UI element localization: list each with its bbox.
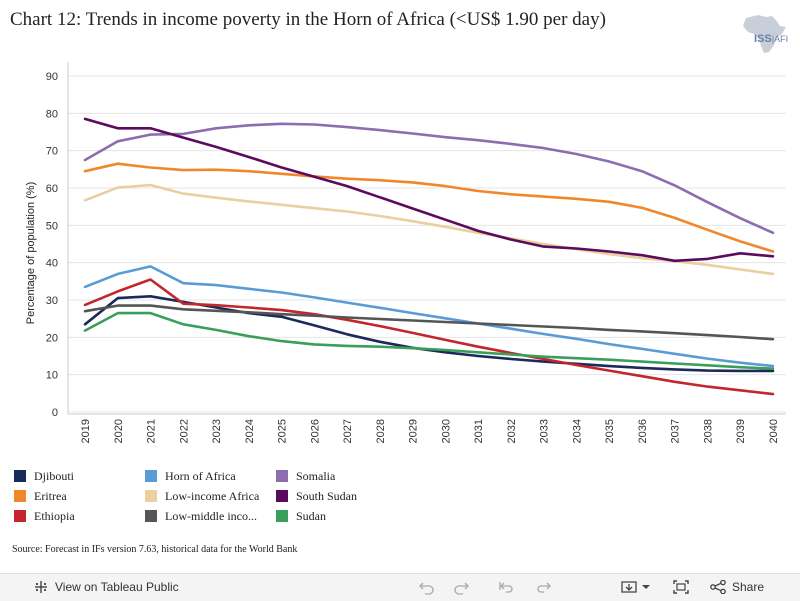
x-tick-label: 2033	[539, 419, 551, 443]
series-line-eritrea[interactable]	[83, 162, 775, 253]
series-line-low-middle-inco[interactable]	[83, 304, 775, 341]
series-line-sudan[interactable]	[83, 311, 775, 370]
x-tick-label: 2027	[342, 419, 354, 443]
x-tick-label: 2040	[768, 419, 780, 443]
y-tick-label: 50	[46, 220, 58, 232]
x-tick-label: 2029	[408, 419, 420, 443]
y-tick-label: 10	[46, 370, 58, 382]
download-icon[interactable]	[620, 579, 652, 595]
legend-label: Low-income Africa	[165, 489, 260, 503]
legend-swatch	[14, 470, 26, 482]
x-tick-label: 2021	[146, 419, 158, 443]
grid-layer	[68, 75, 786, 413]
x-tick-label: 2032	[506, 419, 518, 443]
revert-icon[interactable]	[497, 579, 515, 595]
legend-swatch	[276, 470, 288, 482]
y-tick-label: 70	[46, 146, 58, 158]
series-line-somalia[interactable]	[83, 122, 775, 235]
share-label: Share	[732, 580, 765, 594]
x-tick-label: 2037	[670, 419, 682, 443]
x-tick-label: 2038	[702, 419, 714, 443]
x-tick-label: 2030	[440, 419, 452, 443]
iss-africa-logo	[736, 12, 792, 54]
legend-swatch	[145, 490, 157, 502]
undo-icon[interactable]	[418, 579, 436, 595]
legend-label: Ethiopia	[34, 509, 75, 523]
y-tick-label: 90	[46, 71, 58, 83]
legend-swatch	[14, 510, 26, 522]
tableau-plus-icon	[35, 581, 47, 593]
x-tick-label: 2025	[277, 419, 289, 443]
line-chart: 0 10 20 30 40 50 60 70 80 90 2019 2020 2021 2022 2023 2…	[0, 62, 800, 452]
redo-icon[interactable]	[452, 579, 470, 595]
legend-swatch	[145, 470, 157, 482]
tableau-toolbar: View on Tableau Public Share	[0, 573, 800, 601]
forward-icon[interactable]	[535, 579, 553, 595]
y-tick-label: 40	[46, 258, 58, 270]
view-on-tableau-label: View on Tableau Public	[55, 580, 179, 594]
x-tick-label: 2036	[637, 419, 649, 443]
x-tick-label: 2019	[80, 419, 92, 443]
x-tick-label: 2034	[571, 419, 583, 443]
series-line-south-sudan[interactable]	[83, 117, 775, 263]
x-tick-label: 2039	[735, 419, 747, 443]
series-line-horn-of-africa[interactable]	[83, 265, 775, 368]
logo-text: ISS|AFI	[754, 33, 789, 45]
legend-swatch	[14, 490, 26, 502]
x-tick-label: 2026	[309, 419, 321, 443]
legend-label: Eritrea	[34, 489, 67, 503]
x-tick-label: 2020	[113, 419, 125, 443]
legend-label: Djibouti	[34, 469, 75, 483]
legend-label: Somalia	[296, 469, 336, 483]
legend-label: South Sudan	[296, 489, 358, 503]
legend-label: Horn of Africa	[165, 469, 236, 483]
y-tick-label: 0	[52, 407, 58, 419]
series-line-ethiopia[interactable]	[83, 278, 775, 396]
legend-label: Sudan	[296, 509, 326, 523]
x-tick-label: 2022	[178, 419, 190, 443]
x-tick-label: 2031	[473, 419, 485, 443]
x-tick-label: 2028	[375, 419, 387, 443]
legend-swatch	[276, 490, 288, 502]
legend: Djibouti Eritrea Ethiopia Horn of Africa Low…	[14, 468, 574, 530]
source-note: Source: Forecast in IFs version 7.63, hi…	[12, 544, 298, 555]
series-layer	[83, 117, 775, 396]
legend-label: Low-middle inco...	[165, 509, 257, 523]
y-tick-label: 60	[46, 183, 58, 195]
series-line-low-income-africa[interactable]	[83, 183, 775, 276]
chart-title: Chart 12: Trends in income poverty in th…	[10, 9, 606, 30]
y-tick-label: 80	[46, 108, 58, 120]
x-tick-label: 2023	[211, 419, 223, 443]
x-tick-label: 2024	[244, 419, 256, 443]
africa-map-icon	[743, 15, 786, 53]
legend-swatch	[276, 510, 288, 522]
share-icon	[710, 580, 726, 594]
x-tick-label: 2035	[604, 419, 616, 443]
fullscreen-icon[interactable]	[672, 579, 690, 595]
legend-swatch	[145, 510, 157, 522]
y-tick-label: 30	[46, 295, 58, 307]
y-axis-label: Percentage of population (%)	[25, 182, 37, 324]
y-tick-label: 20	[46, 332, 58, 344]
